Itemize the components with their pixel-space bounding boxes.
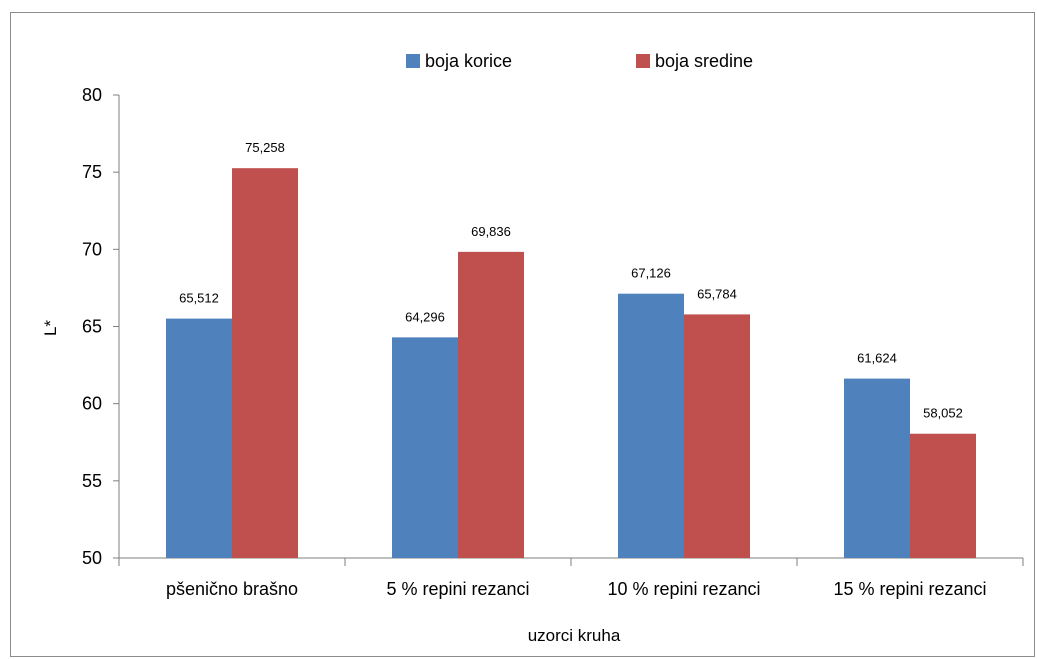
bar-boja-sredine bbox=[232, 168, 298, 558]
bar-boja-korice bbox=[844, 378, 910, 558]
x-category-label: 5 % repini rezanci bbox=[386, 579, 529, 599]
bars bbox=[166, 168, 976, 559]
y-tick-label: 55 bbox=[82, 471, 102, 491]
legend-label-boja-sredine: boja sredine bbox=[655, 51, 753, 71]
x-axis-title: uzorci kruha bbox=[528, 626, 621, 645]
y-axis: 50 55 60 65 70 75 80 bbox=[82, 85, 120, 568]
legend-swatch-boja-sredine bbox=[636, 54, 650, 68]
y-tick-label: 75 bbox=[82, 162, 102, 182]
bar-boja-korice bbox=[392, 337, 458, 558]
y-tick-label: 50 bbox=[82, 548, 102, 568]
data-label: 65,512 bbox=[179, 291, 219, 306]
y-tick-label: 65 bbox=[82, 317, 102, 337]
data-label: 69,836 bbox=[471, 224, 511, 239]
y-tick-label: 60 bbox=[82, 394, 102, 414]
data-labels: 65,512 64,296 67,126 61,624 75,258 69,836 65,7… bbox=[179, 140, 963, 421]
x-category-label: 10 % repini rezanci bbox=[607, 579, 760, 599]
legend-label-boja-korice: boja korice bbox=[425, 51, 512, 71]
x-category-label: 15 % repini rezanci bbox=[833, 579, 986, 599]
y-tick-label: 70 bbox=[82, 239, 102, 259]
bar-boja-sredine bbox=[458, 251, 524, 559]
data-label: 67,126 bbox=[631, 266, 671, 281]
y-tick-label: 80 bbox=[82, 85, 102, 105]
bar-boja-korice bbox=[166, 318, 232, 558]
data-label: 65,784 bbox=[697, 286, 737, 301]
data-label: 75,258 bbox=[245, 140, 285, 155]
x-axis: pšenično brašno 5 % repini rezanci 10 % re… bbox=[118, 557, 1024, 599]
data-label: 64,296 bbox=[405, 309, 445, 324]
data-label: 61,624 bbox=[857, 351, 897, 366]
legend-swatch-boja-korice bbox=[406, 54, 420, 68]
legend: boja korice boja sredine bbox=[406, 51, 753, 71]
bar-boja-korice bbox=[618, 293, 684, 558]
x-category-label: pšenično brašno bbox=[166, 579, 298, 599]
bar-boja-sredine bbox=[910, 433, 976, 558]
y-axis-title: L* bbox=[41, 320, 60, 336]
bar-boja-sredine bbox=[684, 314, 750, 558]
data-label: 58,052 bbox=[923, 406, 963, 421]
